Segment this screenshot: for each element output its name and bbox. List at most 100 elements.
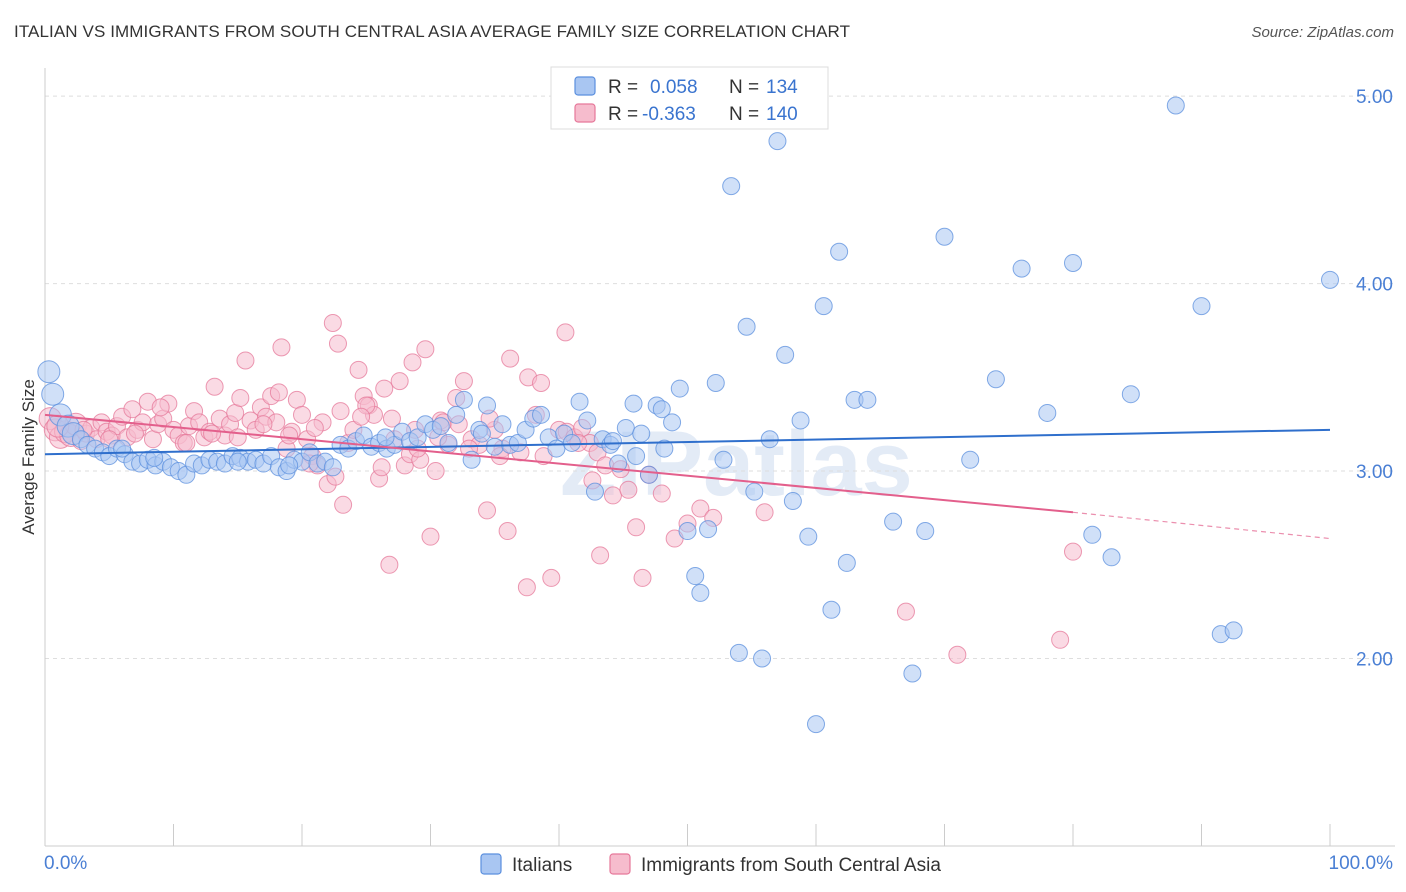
italians-point: [776, 345, 795, 364]
immigrants-point: [334, 495, 353, 514]
immigrants-point: [390, 372, 409, 391]
immigrants-point: [619, 480, 638, 499]
y-tick-label: 2.00: [1356, 650, 1393, 671]
italians-point: [616, 418, 635, 437]
immigrants-point: [421, 527, 440, 546]
immigrants-point: [236, 351, 255, 370]
immigrants-point: [380, 555, 399, 574]
italians-point: [228, 452, 247, 471]
italians-point: [714, 450, 733, 469]
immigrants-trend-extension: [1072, 511, 1331, 540]
immigrants-point: [454, 372, 473, 391]
italians-point: [447, 405, 466, 424]
immigrants-point: [372, 458, 391, 477]
bottom-legend-swatch-immigrants: [609, 853, 631, 875]
italians-point: [1012, 259, 1031, 278]
legend-n-label: N =: [729, 104, 759, 125]
italians-point: [376, 428, 395, 447]
trend-lines: [44, 413, 1331, 540]
legend-r-value-italians: 0.058: [650, 77, 698, 98]
italians-point: [627, 447, 646, 466]
italians-point: [603, 432, 622, 451]
legend-box: R = 0.058 N = 134 R = -0.363 N = 140: [550, 66, 829, 130]
immigrants-point: [280, 426, 299, 445]
italians-point: [145, 448, 164, 467]
italians-point: [1038, 403, 1057, 422]
italians-point: [1083, 525, 1102, 544]
italians-point: [472, 424, 491, 443]
bottom-legend-label-italians: Italians: [512, 855, 572, 876]
immigrants-point: [382, 409, 401, 428]
italians-point: [624, 394, 643, 413]
immigrants-point: [177, 433, 196, 452]
legend-n-value-immigrants: 140: [766, 104, 798, 125]
italians-point: [1102, 548, 1121, 567]
immigrants-point: [269, 383, 288, 402]
italians-point: [1064, 253, 1082, 272]
italians-point: [639, 465, 658, 484]
italians-point: [678, 522, 697, 541]
italians-point: [961, 450, 980, 469]
immigrants-point: [231, 388, 250, 407]
italians-point: [454, 390, 473, 409]
italians-point: [280, 456, 299, 475]
italians-point: [478, 396, 497, 415]
italians-point: [562, 433, 581, 452]
legend-r-value-immigrants: -0.363: [642, 104, 696, 125]
immigrants-point: [151, 398, 170, 417]
italians-point: [822, 600, 841, 619]
axes: [44, 68, 1395, 847]
immigrants-point: [272, 338, 291, 357]
immigrants-point: [896, 602, 915, 621]
immigrants-point: [517, 578, 536, 597]
italians-point: [745, 482, 764, 501]
immigrants-point: [203, 424, 222, 443]
italians-point: [663, 413, 682, 432]
italians-point: [722, 177, 741, 196]
italians-point: [706, 373, 725, 392]
italians-point: [903, 664, 922, 683]
italians-point: [632, 424, 651, 443]
immigrants-point: [426, 462, 445, 481]
italians-point: [858, 390, 877, 409]
tick-labels: 2.00 3.00 4.00 5.00 0.0% 100.0%: [44, 87, 1393, 874]
immigrants-point: [652, 484, 671, 503]
italians-point: [729, 643, 748, 662]
immigrants-point: [375, 379, 394, 398]
italians-point: [547, 439, 566, 458]
italians-point: [935, 227, 954, 246]
italians-point: [655, 439, 674, 458]
source-label: Source: ZipAtlas.com: [1251, 24, 1394, 41]
bottom-legend-label-immigrants: Immigrants from South Central Asia: [641, 855, 941, 876]
y-tick-label: 5.00: [1356, 87, 1393, 108]
immigrants-point: [143, 430, 162, 449]
italians-point: [41, 382, 65, 406]
italians-point: [323, 458, 342, 477]
italians-point: [493, 415, 512, 434]
italians-point: [1224, 621, 1243, 640]
x-tick-label: 100.0%: [1329, 853, 1394, 874]
italians-point: [1321, 270, 1339, 289]
italians-point: [916, 522, 935, 541]
data-points: [37, 96, 1339, 734]
legend-swatch-italians: [574, 76, 596, 96]
immigrants-point: [305, 418, 324, 437]
y-axis-label: Average Family Size: [19, 379, 38, 535]
italians-point: [791, 411, 810, 430]
italians-point: [753, 649, 772, 668]
immigrants-point: [627, 518, 646, 537]
legend-swatch-immigrants: [574, 103, 596, 123]
immigrants-point: [498, 522, 517, 541]
legend-n-value-italians: 134: [766, 77, 798, 98]
italians-point: [760, 430, 779, 449]
italians-point: [570, 392, 589, 411]
immigrants-point: [501, 349, 520, 368]
immigrants-point: [323, 313, 342, 332]
y-tick-label: 3.00: [1356, 462, 1393, 483]
immigrants-point: [228, 428, 247, 447]
italians-point: [737, 317, 756, 336]
italians-point: [578, 411, 597, 430]
immigrants-trend-line: [44, 413, 1074, 514]
y-tick-label: 4.00: [1356, 275, 1393, 296]
bottom-legend: Italians Immigrants from South Central A…: [480, 853, 941, 876]
